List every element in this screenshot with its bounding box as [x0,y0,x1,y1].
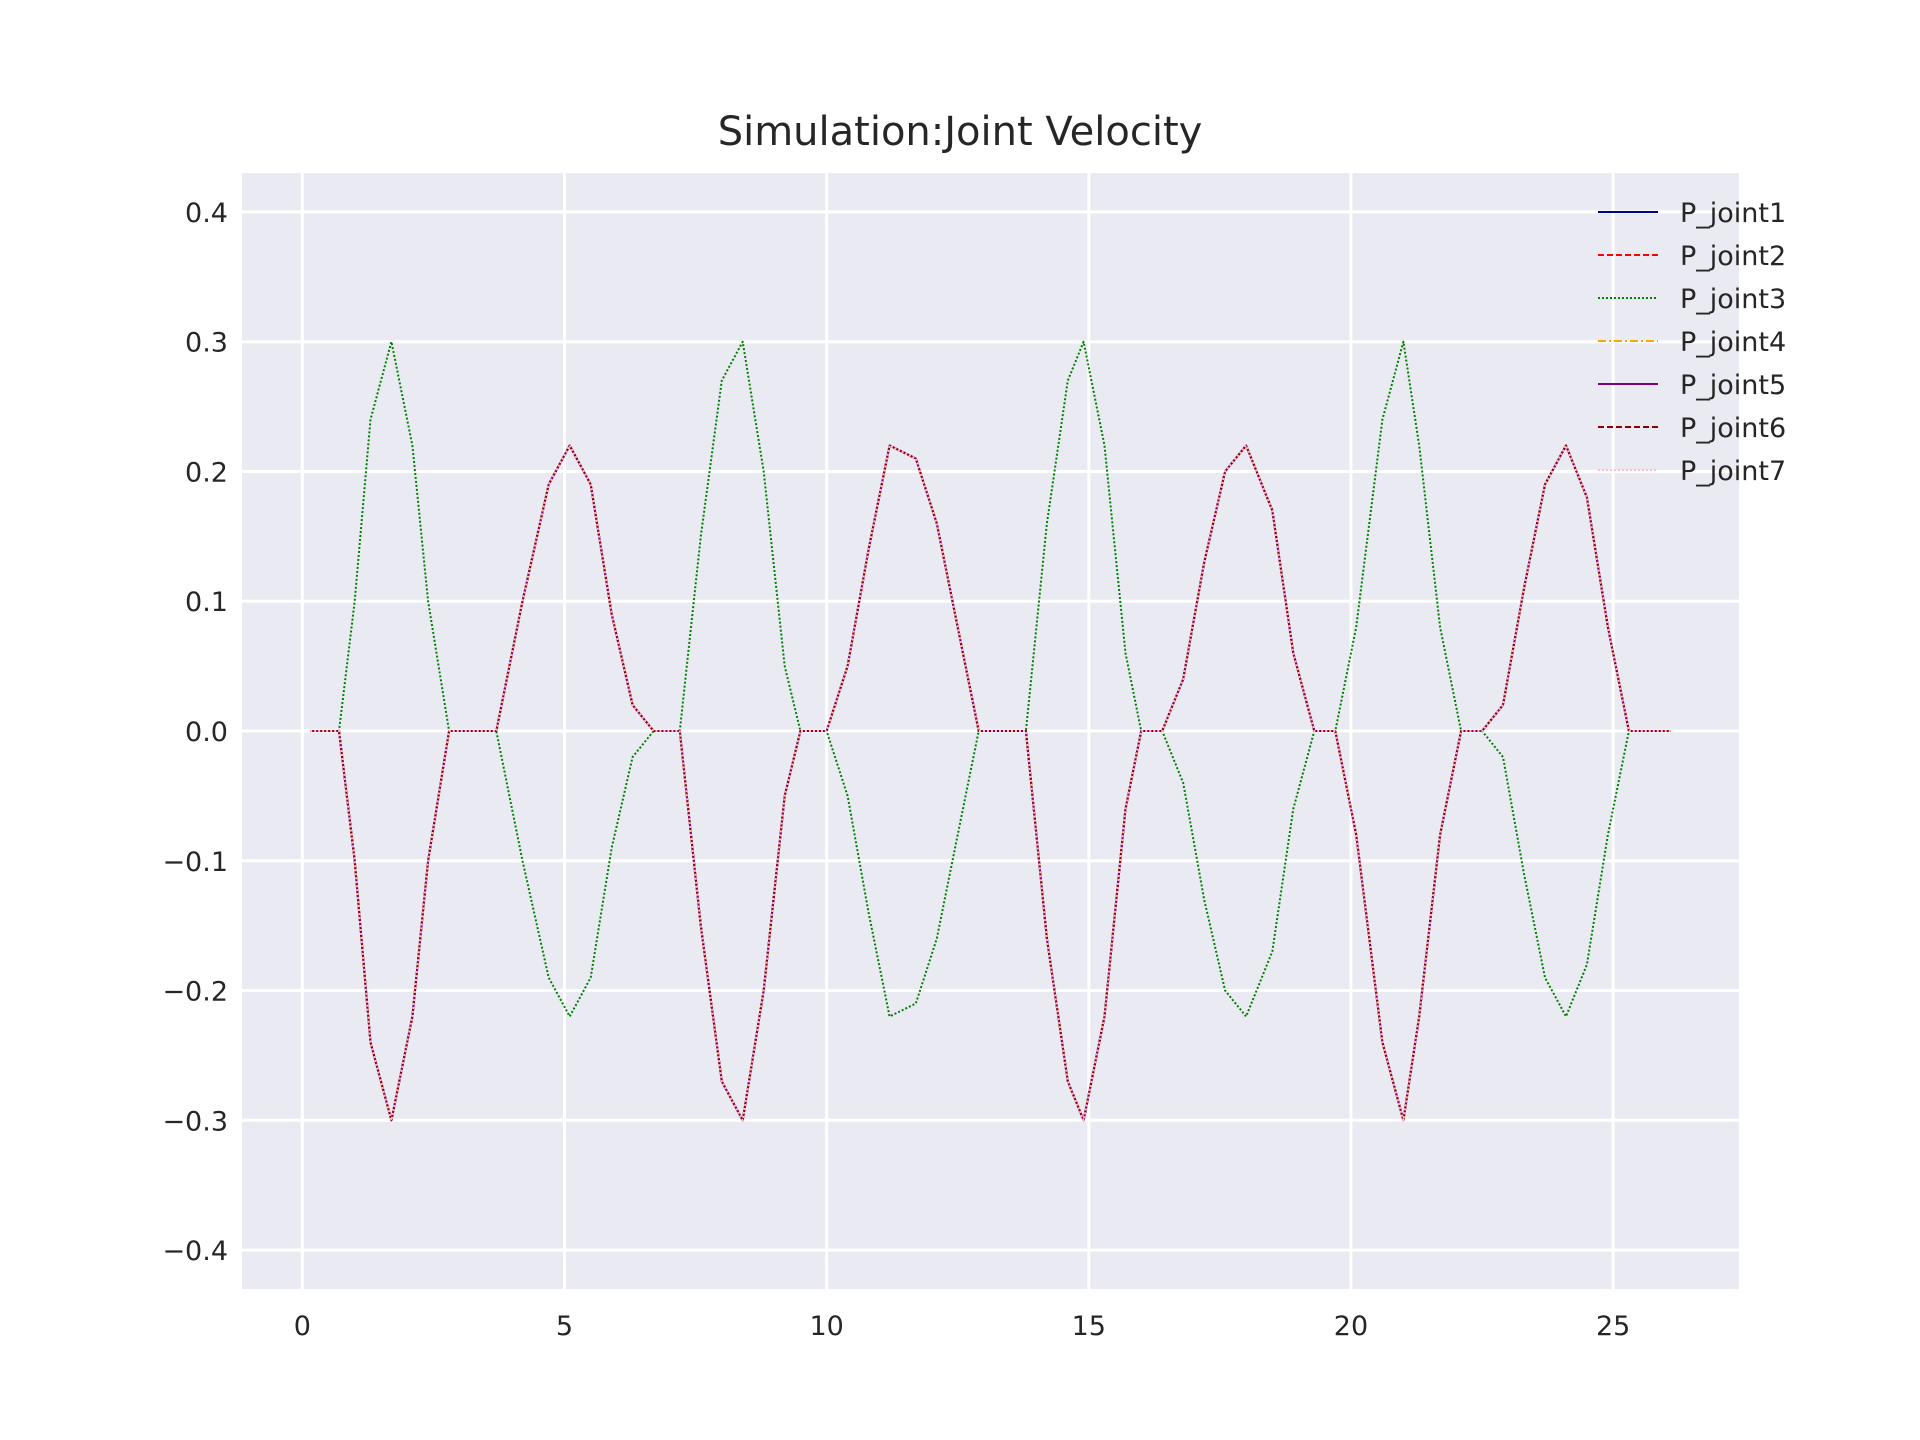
series-line-P_joint7 [310,444,1671,1122]
legend-label: P_joint7 [1680,456,1786,487]
series-group [310,340,1671,1122]
chart-title: Simulation:Joint Velocity [717,109,1203,155]
x-tick-label: 20 [1334,1311,1368,1342]
x-tick-label: 0 [294,1311,311,1342]
y-tick-label: 0.4 [185,198,228,229]
series-line-P_joint3 [310,340,1671,1018]
x-tick-label: 5 [556,1311,573,1342]
y-tick-label: −0.3 [162,1106,228,1137]
x-tick-label: 25 [1596,1311,1630,1342]
y-tick-label: 0.2 [185,457,228,488]
y-tick-label: 0.1 [185,587,228,618]
y-tick-label: −0.2 [162,977,228,1008]
y-tick-label: −0.1 [162,847,228,878]
x-tick-label: 10 [809,1311,843,1342]
tick-labels: 0 5 10 15 20 25 0.4 0.3 0.2 0.1 0.0 −0.1 −0.2 −0.3 −0.… [162,198,1630,1342]
y-tick-label: 0.3 [185,328,228,359]
legend-label: P_joint5 [1680,370,1786,401]
x-tick-label: 15 [1072,1311,1106,1342]
legend-label: P_joint1 [1680,198,1786,229]
legend-label: P_joint6 [1680,413,1786,444]
legend-label: P_joint3 [1680,284,1786,315]
legend: P_joint1 P_joint2 P_joint3 P_joint4 P_joint5… [1598,198,1786,487]
legend-label: P_joint2 [1680,241,1786,272]
y-tick-label: −0.4 [162,1236,228,1267]
y-tick-label: 0.0 [185,717,228,748]
legend-label: P_joint4 [1680,327,1786,358]
